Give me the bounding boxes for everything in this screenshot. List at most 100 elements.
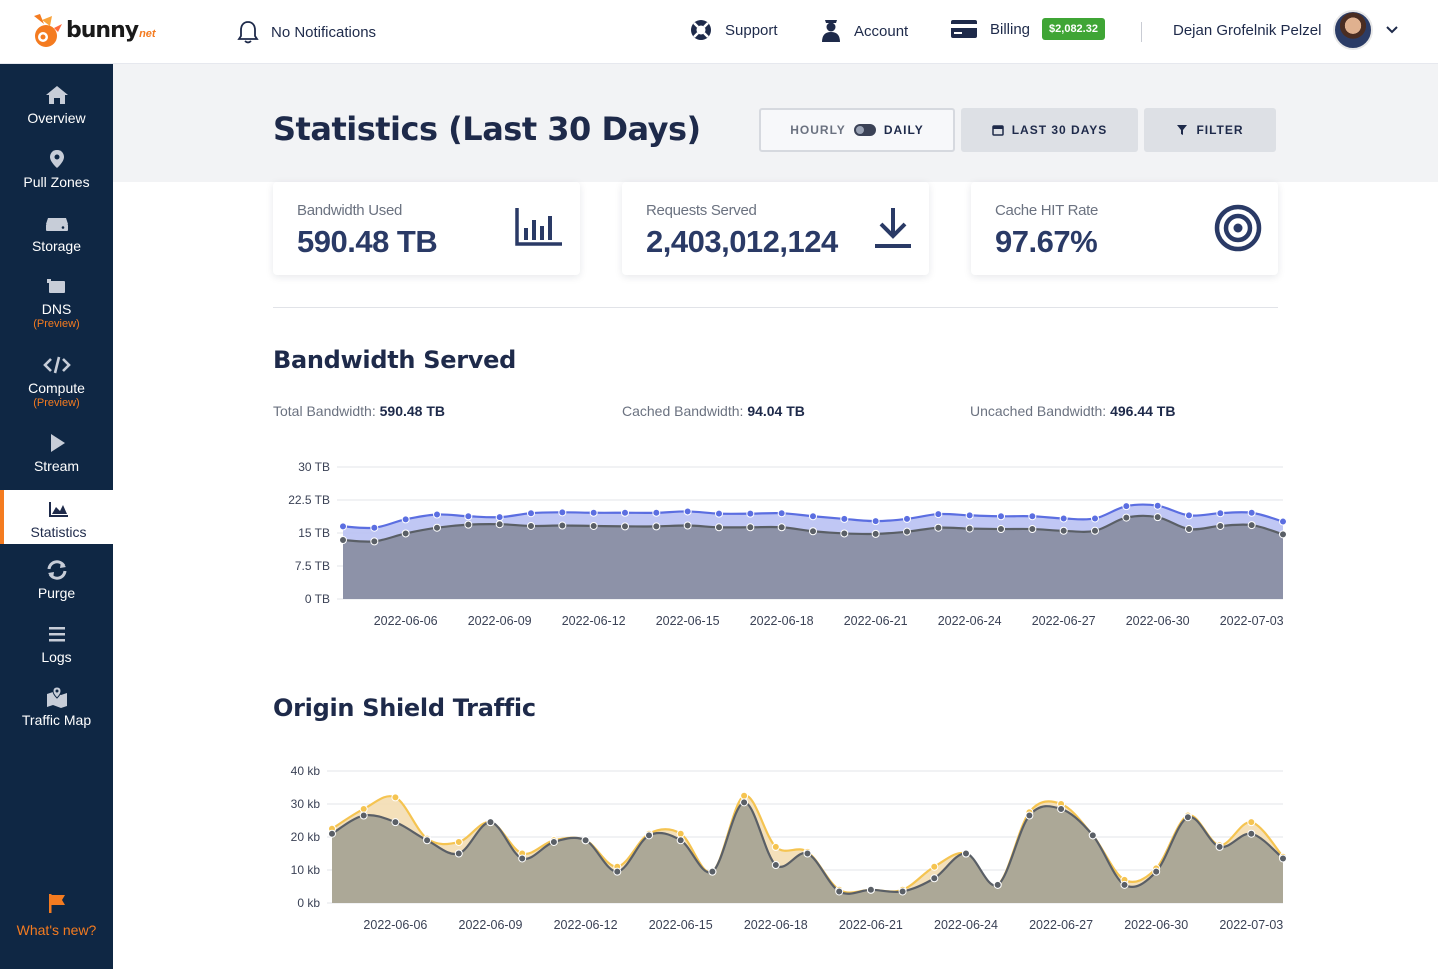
data-point[interactable] (391, 793, 400, 802)
data-point[interactable] (683, 521, 692, 530)
data-point[interactable] (1152, 867, 1161, 876)
data-point[interactable] (549, 837, 558, 846)
data-point[interactable] (740, 791, 749, 800)
data-point[interactable] (391, 818, 400, 827)
data-point[interactable] (771, 861, 780, 870)
data-point[interactable] (486, 818, 495, 827)
data-point[interactable] (934, 523, 943, 532)
data-point[interactable] (777, 509, 786, 518)
data-point[interactable] (401, 515, 410, 524)
data-point[interactable] (621, 522, 629, 531)
billing-link[interactable]: Billing $2,082.32 (950, 18, 1105, 40)
sidebar-item-traffic-map[interactable]: Traffic Map (0, 686, 113, 746)
data-point[interactable] (1247, 521, 1256, 530)
data-point[interactable] (777, 523, 786, 532)
data-point[interactable] (589, 508, 598, 517)
bunny-logo[interactable]: bunny net (28, 10, 156, 50)
data-point[interactable] (930, 862, 939, 871)
data-point[interactable] (1059, 514, 1068, 523)
data-point[interactable] (898, 887, 907, 896)
support-link[interactable]: Support (689, 18, 778, 42)
data-point[interactable] (1122, 513, 1131, 522)
data-point[interactable] (866, 885, 875, 894)
account-link[interactable]: Account (820, 18, 908, 44)
data-point[interactable] (997, 525, 1005, 534)
data-point[interactable] (871, 529, 880, 538)
data-point[interactable] (962, 849, 970, 858)
sidebar-item-dns[interactable]: DNS (Preview) (0, 275, 113, 345)
data-point[interactable] (676, 829, 685, 838)
data-point[interactable] (1091, 514, 1099, 523)
data-point[interactable] (715, 509, 723, 518)
user-menu[interactable]: Dejan Grofelnik Pelzel (1173, 10, 1399, 50)
data-point[interactable] (401, 529, 410, 538)
data-point[interactable] (803, 849, 812, 858)
data-point[interactable] (1028, 525, 1037, 534)
whats-new-link[interactable]: What's new? (0, 892, 113, 938)
sidebar-item-statistics[interactable]: Statistics (0, 490, 113, 544)
data-point[interactable] (1247, 508, 1256, 517)
data-point[interactable] (840, 514, 849, 523)
data-point[interactable] (1153, 513, 1162, 522)
data-point[interactable] (1247, 829, 1256, 838)
data-point[interactable] (1120, 880, 1129, 889)
data-point[interactable] (621, 508, 629, 517)
data-point[interactable] (930, 874, 939, 883)
toggle-switch[interactable] (853, 124, 876, 136)
data-point[interactable] (339, 536, 347, 545)
data-point[interactable] (1059, 526, 1068, 535)
data-point[interactable] (370, 537, 379, 546)
data-point[interactable] (1185, 525, 1193, 534)
data-point[interactable] (746, 509, 755, 518)
data-point[interactable] (495, 520, 504, 529)
data-point[interactable] (903, 514, 911, 523)
data-point[interactable] (715, 523, 723, 532)
sidebar-item-logs[interactable]: Logs (0, 623, 113, 683)
sidebar-item-overview[interactable]: Overview (0, 84, 113, 144)
data-point[interactable] (1028, 512, 1037, 521)
data-point[interactable] (1247, 818, 1256, 827)
data-point[interactable] (527, 509, 535, 518)
data-point[interactable] (1279, 530, 1287, 539)
data-point[interactable] (771, 842, 780, 851)
data-point[interactable] (708, 867, 717, 876)
data-point[interactable] (1091, 526, 1099, 535)
data-point[interactable] (464, 520, 473, 529)
data-point[interactable] (997, 512, 1005, 521)
data-point[interactable] (328, 829, 336, 838)
data-point[interactable] (495, 513, 504, 522)
data-point[interactable] (871, 517, 880, 526)
data-point[interactable] (613, 867, 622, 876)
sidebar-item-stream[interactable]: Stream (0, 432, 113, 492)
data-point[interactable] (454, 837, 463, 846)
data-point[interactable] (683, 507, 692, 516)
data-point[interactable] (903, 527, 911, 536)
data-point[interactable] (1122, 502, 1131, 511)
data-point[interactable] (558, 508, 567, 517)
sidebar-item-compute[interactable]: Compute (Preview) (0, 354, 113, 424)
data-point[interactable] (433, 510, 441, 519)
data-point[interactable] (740, 798, 749, 807)
data-point[interactable] (454, 849, 463, 858)
date-range-button[interactable]: LAST 30 DAYS (961, 108, 1138, 152)
data-point[interactable] (518, 854, 527, 863)
data-point[interactable] (589, 521, 598, 530)
sidebar-item-pull-zones[interactable]: Pull Zones (0, 148, 113, 208)
data-point[interactable] (840, 529, 849, 538)
data-point[interactable] (359, 811, 368, 820)
filter-button[interactable]: FILTER (1144, 108, 1276, 152)
sidebar-item-storage[interactable]: Storage (0, 212, 113, 272)
data-point[interactable] (652, 508, 661, 517)
data-point[interactable] (558, 521, 567, 530)
data-point[interactable] (652, 522, 661, 531)
data-point[interactable] (1279, 854, 1287, 863)
data-point[interactable] (965, 524, 974, 533)
data-point[interactable] (676, 836, 685, 845)
data-point[interactable] (1088, 831, 1097, 840)
data-point[interactable] (965, 511, 974, 520)
data-point[interactable] (1216, 509, 1225, 518)
data-point[interactable] (1057, 804, 1066, 813)
data-point[interactable] (809, 527, 817, 536)
data-point[interactable] (339, 522, 347, 531)
data-point[interactable] (423, 836, 432, 845)
